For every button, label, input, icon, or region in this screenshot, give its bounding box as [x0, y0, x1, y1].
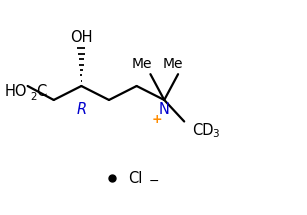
Text: 3: 3 — [212, 129, 219, 139]
Text: CD: CD — [192, 123, 213, 138]
Text: 2: 2 — [30, 92, 37, 102]
Text: R: R — [76, 102, 86, 117]
Text: Me: Me — [162, 57, 183, 72]
Text: OH: OH — [70, 30, 93, 45]
Text: N: N — [159, 102, 170, 117]
Text: −: − — [149, 175, 159, 188]
Text: Me: Me — [132, 57, 152, 72]
Text: HO: HO — [5, 84, 27, 99]
Text: C: C — [37, 84, 47, 99]
Text: +: + — [151, 113, 162, 126]
Text: Cl: Cl — [128, 171, 143, 186]
